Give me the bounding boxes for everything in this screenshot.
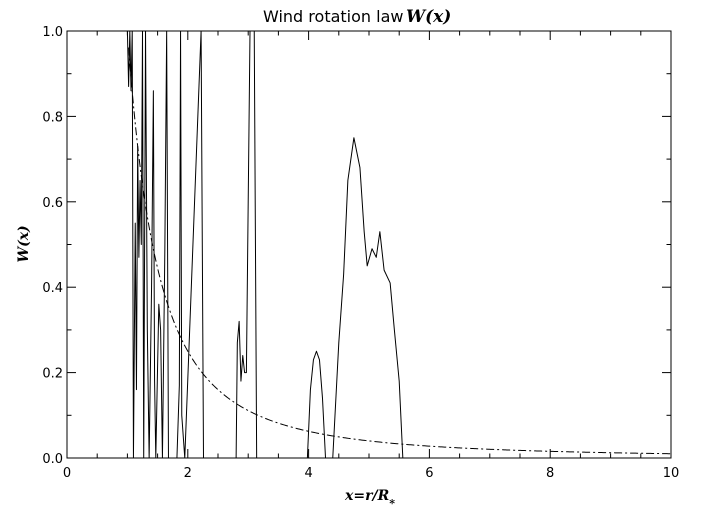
axis-ticks	[66, 30, 672, 459]
solid-series-line	[126, 30, 404, 459]
x-axis-label: x=r/R*	[344, 488, 395, 506]
y-tick-label: 0.4	[42, 281, 63, 296]
x-tick-label: 6	[425, 466, 433, 481]
y-tick-label: 0.0	[42, 452, 63, 467]
y-tick-label: 1.0	[42, 25, 63, 40]
x-tick-label: 0	[63, 466, 71, 481]
x-tick-label: 2	[184, 466, 192, 481]
x-tick-label: 4	[304, 466, 312, 481]
y-tick-label: 0.6	[42, 196, 63, 211]
y-axis-label: W(x)	[16, 225, 32, 262]
data-series	[126, 30, 672, 459]
plot-frame	[66, 30, 672, 459]
y-tick-label: 0.8	[42, 110, 63, 125]
chart-title-math: W(x)	[406, 7, 451, 27]
x-tick-label: 8	[546, 466, 554, 481]
x-tick-label: 10	[663, 466, 680, 481]
title: Wind rotation law W(x)	[263, 7, 451, 27]
y-tick-label: 0.2	[42, 367, 63, 382]
axis-tick-labels: 0 2 4 6 8 10 0.0 0.2 0.4 0.6 0.8 1.0	[42, 25, 679, 481]
chart-title-text: Wind rotation law	[263, 7, 403, 26]
